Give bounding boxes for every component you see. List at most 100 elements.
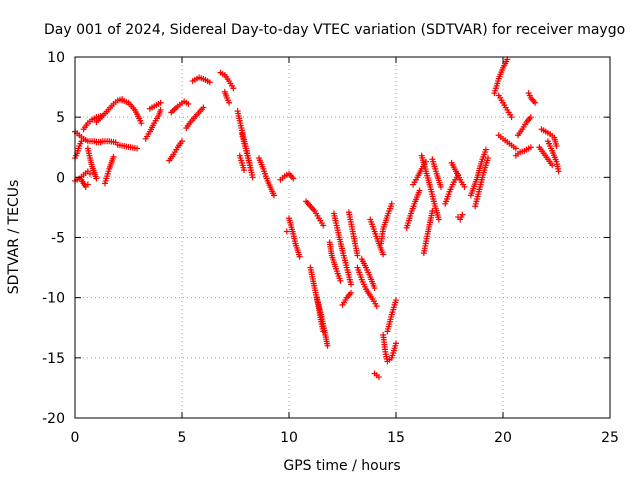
data-point [459, 211, 466, 218]
series-arc10 [114, 141, 141, 152]
y-tick-label: -10 [42, 291, 65, 307]
series-arc23 [256, 155, 278, 199]
data-point [185, 100, 192, 107]
x-tick-label: 0 [71, 430, 80, 446]
data-point [86, 170, 93, 177]
series-arc56 [525, 90, 539, 106]
data-point [200, 104, 207, 111]
y-tick-label: -20 [42, 411, 65, 427]
data-point [527, 144, 534, 151]
series-arc16 [183, 104, 207, 131]
series-arc15 [168, 98, 192, 116]
x-tick-label: 5 [178, 430, 187, 446]
data-point [348, 289, 355, 296]
data-point [271, 192, 278, 199]
data-point [283, 228, 290, 235]
series-arc01 [72, 138, 85, 162]
data-point [138, 120, 145, 127]
data-point [206, 79, 213, 86]
data-point [348, 281, 355, 288]
series-arc14 [166, 138, 185, 164]
series-arc59 [544, 138, 562, 175]
data-point [296, 253, 303, 260]
series-arc53 [495, 132, 519, 152]
series-arc27 [303, 198, 327, 229]
grid-lines [75, 57, 610, 418]
data-point [435, 216, 442, 223]
series-arc45 [429, 156, 444, 190]
series-arc39 [384, 297, 399, 335]
series-arc30 [326, 239, 344, 284]
series-arc49 [467, 146, 489, 199]
series-arc35 [358, 256, 378, 292]
series-arc38 [380, 331, 399, 365]
data-point [393, 340, 399, 347]
series-arc43 [420, 208, 436, 257]
series-arc29 [313, 294, 331, 349]
data-point [437, 183, 444, 190]
series-arc55 [514, 114, 534, 139]
series-arc50 [472, 155, 492, 210]
series-arc40 [371, 370, 382, 381]
data-point [84, 181, 91, 188]
series-arc41 [403, 187, 423, 231]
series-arc36 [367, 216, 387, 258]
data-points [72, 56, 562, 381]
series-arc06 [84, 145, 100, 182]
y-tick-label: -5 [51, 231, 65, 247]
data-point [380, 251, 387, 258]
x-tick-label: 20 [494, 430, 512, 446]
data-point [555, 168, 562, 175]
data-point [393, 297, 399, 304]
series-arc22 [236, 152, 248, 174]
data-point [508, 114, 515, 121]
series-arc48 [455, 211, 466, 223]
data-point [337, 277, 344, 284]
data-point [371, 285, 378, 292]
y-axis-label: SDTVAR / TECUs [6, 180, 22, 295]
data-point [226, 99, 233, 106]
data-point [512, 145, 519, 152]
data-point [416, 187, 423, 194]
data-point [482, 146, 489, 153]
series-arc11 [119, 97, 145, 127]
series-arc31 [330, 210, 355, 288]
series-arc19 [221, 88, 233, 106]
series-arc17 [189, 74, 213, 86]
series-arc32 [345, 209, 361, 259]
series-arc47 [448, 159, 468, 190]
series-arc25 [286, 215, 303, 260]
data-point [290, 175, 297, 182]
series-arc58 [538, 126, 560, 150]
data-point [110, 153, 117, 160]
x-tick-label: 10 [280, 430, 298, 446]
data-point [527, 114, 534, 121]
series-arc18 [217, 69, 237, 92]
x-tick-label: 15 [387, 430, 405, 446]
data-point [549, 162, 556, 169]
data-point [230, 85, 237, 92]
series-arc26 [283, 228, 290, 235]
series-arc07 [93, 96, 126, 125]
series-arc08 [93, 138, 119, 146]
data-point [134, 145, 141, 152]
series-arc44 [418, 152, 442, 223]
series-arc21 [238, 131, 256, 181]
data-point [241, 167, 248, 174]
x-tick-label: 25 [601, 430, 619, 446]
series-arc52 [495, 92, 515, 121]
y-tick-label: -15 [42, 351, 65, 367]
series-arc34 [354, 264, 380, 310]
y-tick-label: 0 [56, 170, 65, 186]
data-point [93, 175, 100, 182]
series-arc54 [512, 144, 534, 159]
data-point [461, 183, 468, 190]
chart-title: Day 001 of 2024, Sidereal Day-to-day VTE… [44, 22, 625, 38]
data-point [373, 303, 380, 310]
series-arc37 [378, 200, 395, 247]
data-point [324, 342, 331, 349]
data-point [157, 99, 164, 106]
data-point [553, 143, 560, 150]
data-point [249, 174, 256, 181]
